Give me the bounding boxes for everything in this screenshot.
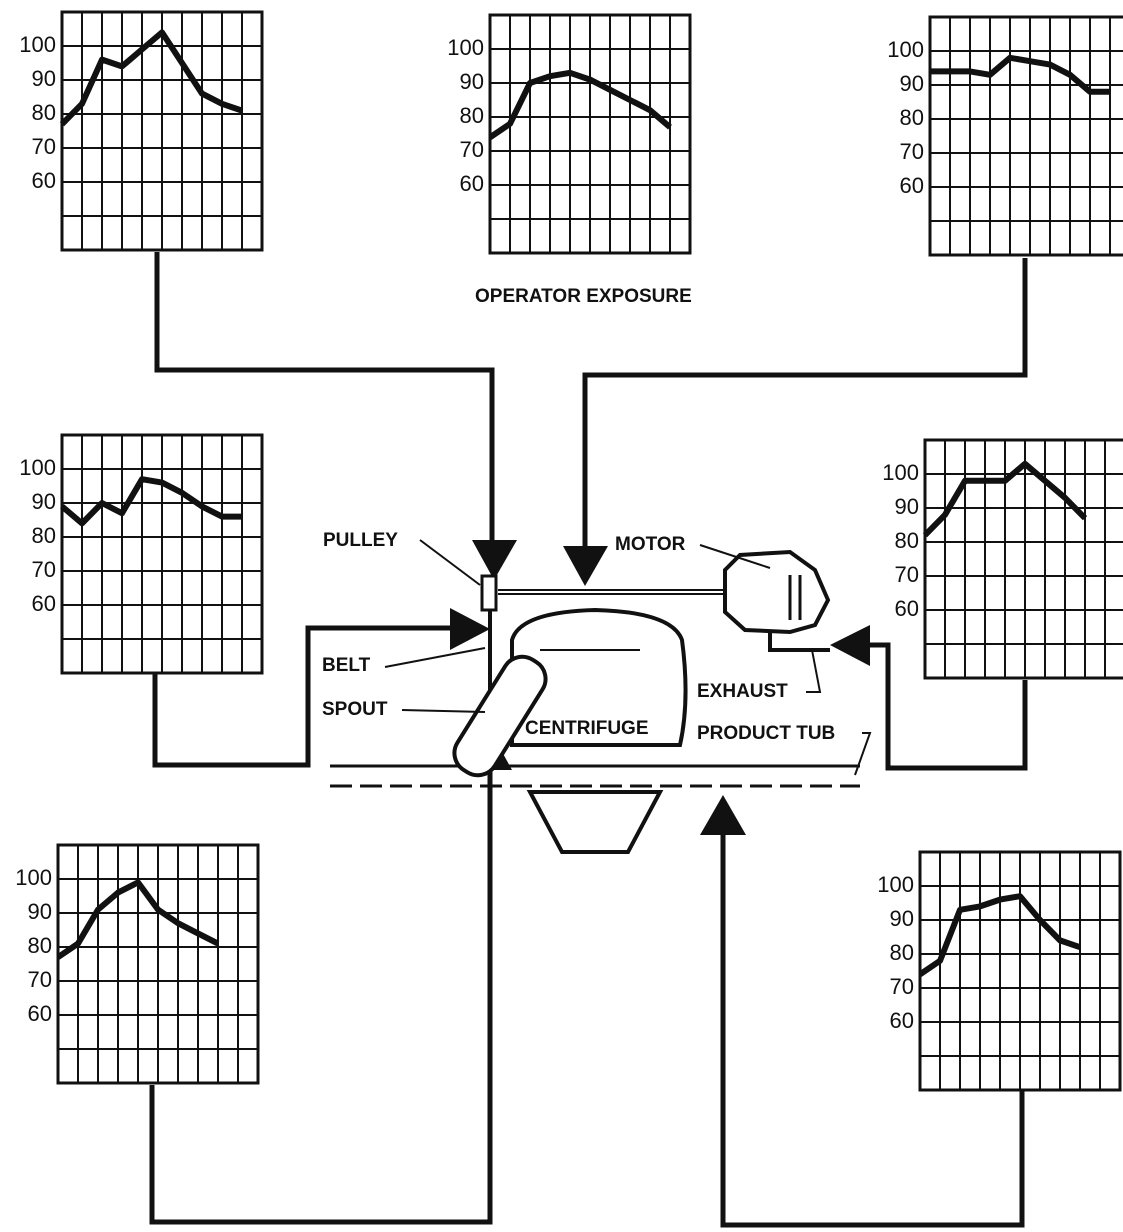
chart <box>60 433 264 675</box>
label: EXHAUST <box>697 681 788 702</box>
chart-frame <box>928 15 1123 257</box>
pulley <box>480 574 498 612</box>
exhaust-pipe <box>768 630 830 652</box>
leader <box>854 732 872 776</box>
y-tick-label: 70 <box>890 974 914 999</box>
y-tick-label: 70 <box>895 562 919 587</box>
arrow <box>700 795 746 835</box>
leader <box>401 709 486 713</box>
y-tick-label: 100 <box>887 37 924 62</box>
y-tick-label: 100 <box>15 865 52 890</box>
arrow <box>563 546 608 586</box>
centrifuge-body <box>510 607 688 747</box>
machine <box>330 539 872 854</box>
y-tick-label: 100 <box>447 35 484 60</box>
label: SPOUT <box>322 699 388 720</box>
y-tick-label: 60 <box>28 1001 52 1026</box>
y-tick-label: 90 <box>32 66 56 91</box>
leader <box>419 539 481 586</box>
y-tick-label: 60 <box>460 171 484 196</box>
data-line <box>60 476 242 527</box>
spout <box>452 654 548 778</box>
y-tick-label: 90 <box>28 899 52 924</box>
y-tick-label: 60 <box>895 596 919 621</box>
leader <box>384 647 486 668</box>
data-line <box>922 460 1088 538</box>
connector <box>152 625 455 768</box>
connector <box>154 252 495 545</box>
y-tick-label: 70 <box>32 557 56 582</box>
connector <box>720 830 1025 1228</box>
arrow <box>450 608 490 650</box>
label: MOTOR <box>615 534 686 555</box>
hopper <box>526 790 664 854</box>
y-tick-label: 80 <box>32 523 56 548</box>
data-line <box>59 29 243 127</box>
y-tick-label: 100 <box>19 32 56 57</box>
chart <box>60 10 264 252</box>
y-tick-label: 100 <box>882 460 919 485</box>
y-tick-label: 90 <box>890 906 914 931</box>
motor <box>723 549 831 635</box>
y-tick-label: 70 <box>32 134 56 159</box>
connector <box>149 765 493 1225</box>
y-tick-label: 90 <box>895 494 919 519</box>
y-tick-label: 80 <box>890 940 914 965</box>
data-line <box>930 54 1110 95</box>
data-line <box>56 879 220 960</box>
y-tick-label: 60 <box>890 1008 914 1033</box>
y-tick-label: 60 <box>900 173 924 198</box>
data-line <box>488 69 672 140</box>
y-tick-label: 80 <box>28 933 52 958</box>
y-tick-label: 80 <box>32 100 56 125</box>
arrow <box>830 625 870 666</box>
y-tick-label: 60 <box>32 168 56 193</box>
label: BELT <box>322 655 371 676</box>
y-tick-label: 70 <box>900 139 924 164</box>
chart <box>488 13 692 255</box>
y-tick-label: 80 <box>460 103 484 128</box>
y-tick-label: 90 <box>32 489 56 514</box>
arrow <box>472 540 517 580</box>
chart <box>923 438 1123 680</box>
connectors <box>149 252 1028 1228</box>
label: CENTRIFUGE <box>525 718 649 739</box>
connector <box>582 258 1028 550</box>
y-tick-label: 100 <box>19 455 56 480</box>
data-line <box>918 893 1081 977</box>
connector <box>865 642 1028 771</box>
leader <box>699 544 771 569</box>
label: PRODUCT TUB <box>697 723 835 744</box>
y-tick-label: 90 <box>460 69 484 94</box>
y-tick-label: 60 <box>32 591 56 616</box>
chart <box>918 850 1122 1092</box>
y-tick-label: 70 <box>28 967 52 992</box>
leader <box>806 649 822 693</box>
label: PULLEY <box>323 530 398 551</box>
y-tick-label: 90 <box>900 71 924 96</box>
chart <box>928 15 1123 257</box>
y-tick-label: 80 <box>895 528 919 553</box>
y-tick-label: 70 <box>460 137 484 162</box>
y-tick-label: 80 <box>900 105 924 130</box>
y-tick-label: 100 <box>877 872 914 897</box>
caption: OPERATOR EXPOSURE <box>475 286 692 307</box>
chart <box>56 843 260 1085</box>
